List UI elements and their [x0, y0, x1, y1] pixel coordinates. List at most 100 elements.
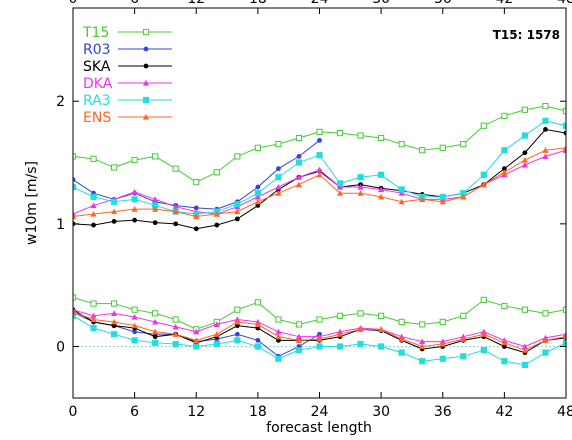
- legend-label: SKA: [83, 59, 111, 75]
- marker: [131, 306, 138, 313]
- marker: [275, 141, 282, 148]
- marker: [439, 355, 446, 362]
- marker: [521, 156, 529, 163]
- marker: [142, 113, 150, 120]
- marker: [521, 132, 529, 139]
- marker: [73, 213, 77, 220]
- marker: [336, 129, 344, 137]
- x-tick-label: 42: [495, 404, 513, 420]
- marker: [254, 299, 261, 306]
- marker: [110, 300, 118, 307]
- marker: [213, 169, 220, 176]
- legend-label: ENS: [83, 110, 111, 126]
- marker: [480, 122, 487, 129]
- annotation: T15: 1578: [493, 28, 560, 42]
- legend-label: RA3: [83, 93, 111, 109]
- marker: [234, 153, 241, 160]
- legend-label: DKA: [83, 76, 113, 92]
- marker: [172, 165, 179, 172]
- marker: [110, 318, 118, 325]
- marker: [275, 183, 282, 190]
- marker: [501, 358, 508, 365]
- x-tick-label-top: 6: [130, 0, 139, 7]
- marker: [90, 210, 97, 217]
- marker: [296, 153, 302, 159]
- marker: [152, 220, 158, 226]
- marker: [542, 103, 549, 110]
- marker: [172, 203, 179, 210]
- marker: [143, 63, 149, 69]
- marker: [336, 180, 344, 187]
- marker: [295, 159, 303, 166]
- marker: [336, 183, 344, 190]
- marker: [275, 316, 282, 323]
- marker: [295, 181, 303, 188]
- marker: [234, 306, 241, 313]
- marker: [213, 340, 220, 348]
- marker: [143, 46, 149, 52]
- marker: [90, 312, 97, 319]
- marker: [275, 333, 282, 340]
- marker: [542, 349, 549, 356]
- marker: [480, 296, 487, 303]
- marker: [521, 347, 529, 353]
- marker: [276, 166, 281, 172]
- marker: [152, 206, 159, 212]
- marker: [213, 321, 220, 328]
- marker: [214, 222, 220, 228]
- marker: [542, 310, 549, 317]
- marker: [152, 318, 159, 325]
- marker: [254, 144, 261, 151]
- marker: [480, 181, 487, 188]
- marker: [111, 218, 117, 224]
- marker: [90, 300, 97, 307]
- marker: [91, 222, 96, 228]
- marker: [378, 312, 385, 319]
- marker: [419, 147, 426, 154]
- marker: [542, 337, 549, 343]
- marker: [460, 193, 467, 200]
- marker: [152, 334, 158, 340]
- marker: [110, 198, 118, 205]
- legend-label: R03: [83, 42, 111, 58]
- marker: [419, 196, 426, 202]
- x-tick-label-top: 24: [311, 0, 329, 7]
- marker: [132, 329, 138, 335]
- marker: [295, 337, 303, 343]
- marker: [501, 147, 508, 154]
- marker: [562, 333, 566, 340]
- marker: [357, 190, 364, 196]
- marker: [275, 328, 282, 335]
- marker: [234, 331, 240, 337]
- marker: [90, 324, 97, 332]
- marker: [193, 328, 200, 335]
- marker: [152, 310, 159, 317]
- marker: [501, 302, 508, 310]
- marker: [480, 171, 487, 178]
- marker: [193, 205, 199, 211]
- marker: [213, 331, 220, 337]
- marker: [501, 169, 508, 175]
- marker: [501, 112, 508, 120]
- marker: [110, 310, 118, 316]
- x-tick-label-top: 30: [372, 0, 390, 7]
- marker: [131, 322, 138, 329]
- marker: [316, 336, 323, 342]
- marker: [398, 198, 405, 205]
- marker: [562, 339, 566, 346]
- marker: [193, 343, 200, 350]
- marker: [521, 161, 529, 168]
- marker: [562, 147, 566, 153]
- marker: [131, 156, 138, 164]
- marker: [460, 141, 467, 148]
- marker: [439, 144, 446, 151]
- y-tick-label: 0: [56, 339, 65, 355]
- marker: [317, 138, 322, 143]
- marker: [254, 198, 261, 205]
- marker: [542, 147, 549, 153]
- marker: [131, 206, 138, 212]
- marker: [480, 331, 487, 337]
- marker: [460, 353, 467, 360]
- marker: [275, 355, 282, 362]
